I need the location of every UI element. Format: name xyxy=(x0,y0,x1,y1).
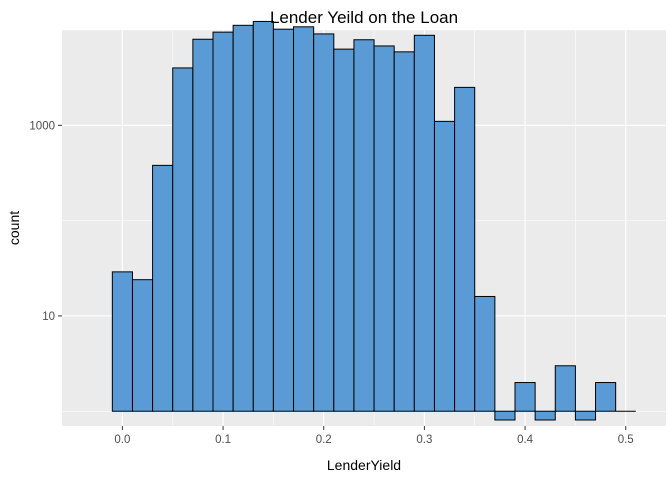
histogram-bar xyxy=(252,20,274,412)
histogram-bar xyxy=(534,410,556,421)
histogram-bar xyxy=(595,382,617,412)
histogram-bar xyxy=(131,279,154,412)
x-tick-label: 0.5 xyxy=(618,434,634,446)
histogram-bar xyxy=(111,271,133,412)
x-axis-ticks: 0.0 0.1 0.2 0.3 0.4 0.5 xyxy=(114,426,634,446)
histogram-bar xyxy=(272,28,295,412)
x-tick-label: 0.4 xyxy=(517,434,534,446)
x-tick-label: 0.0 xyxy=(114,434,130,446)
histogram-bar xyxy=(333,48,355,412)
histogram-bar xyxy=(433,120,456,412)
histogram-bar xyxy=(172,67,194,412)
histogram-bar xyxy=(293,26,315,412)
y-axis-title: count xyxy=(6,211,22,245)
histogram-bar xyxy=(353,39,375,412)
histogram-bar xyxy=(454,86,476,412)
histogram-bar xyxy=(514,382,536,412)
histogram-bar xyxy=(313,33,335,412)
histogram-bar xyxy=(474,295,496,412)
histogram-bar xyxy=(413,34,435,412)
histogram-bar xyxy=(212,31,234,412)
histogram-bar xyxy=(152,164,174,412)
histogram-bars xyxy=(111,20,636,421)
x-tick-label: 0.2 xyxy=(316,434,332,446)
chart-title: Lender Yeild on the Loan xyxy=(270,8,458,27)
y-axis-ticks: 10 1000 xyxy=(29,120,62,323)
histogram-bar xyxy=(373,45,395,412)
histogram-bar xyxy=(192,38,214,412)
histogram-bar xyxy=(232,24,254,412)
x-tick-label: 0.3 xyxy=(416,434,432,446)
x-tick-label: 0.1 xyxy=(215,434,231,446)
y-tick-label: 10 xyxy=(42,311,55,323)
histogram-bar xyxy=(494,410,516,421)
y-tick-label: 1000 xyxy=(29,120,55,132)
histogram-bar xyxy=(574,410,597,421)
x-axis-title: LenderYield xyxy=(327,457,401,473)
histogram-bar xyxy=(393,51,415,412)
histogram-bar xyxy=(554,365,576,412)
